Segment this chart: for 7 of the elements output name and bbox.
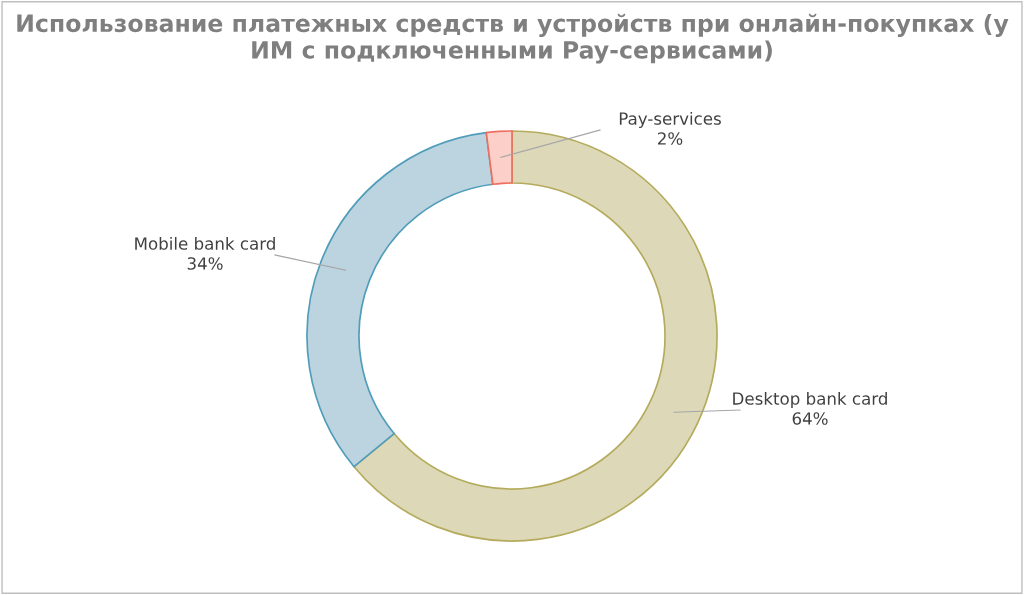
- chart-title: Использование платежных средств и устройств при онлайн-покупках (у ИМ с подключенными Pay-сервисами): [17, 13, 1009, 64]
- data-label: 64%: [792, 412, 828, 425]
- data-label: 2%: [658, 132, 683, 145]
- slice-label: Desktop bank card: [733, 391, 887, 409]
- data-label: 34%: [187, 257, 223, 270]
- slice-label: Mobile bank card: [135, 236, 275, 250]
- slice-label: Pay-services: [619, 111, 721, 129]
